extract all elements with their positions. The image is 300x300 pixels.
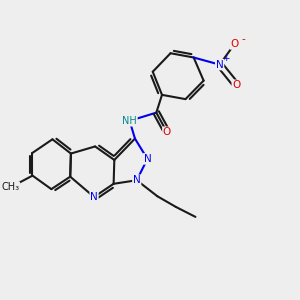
Text: N: N [90,192,98,202]
Text: +: + [222,54,230,63]
Text: O: O [232,80,241,90]
Text: N: N [216,60,224,70]
Text: N: N [143,154,151,164]
Text: O: O [163,127,171,137]
Text: CH₃: CH₃ [2,182,20,192]
Text: NH: NH [122,116,137,126]
Text: N: N [133,175,141,185]
Text: -: - [242,34,245,44]
Text: O: O [230,39,239,49]
